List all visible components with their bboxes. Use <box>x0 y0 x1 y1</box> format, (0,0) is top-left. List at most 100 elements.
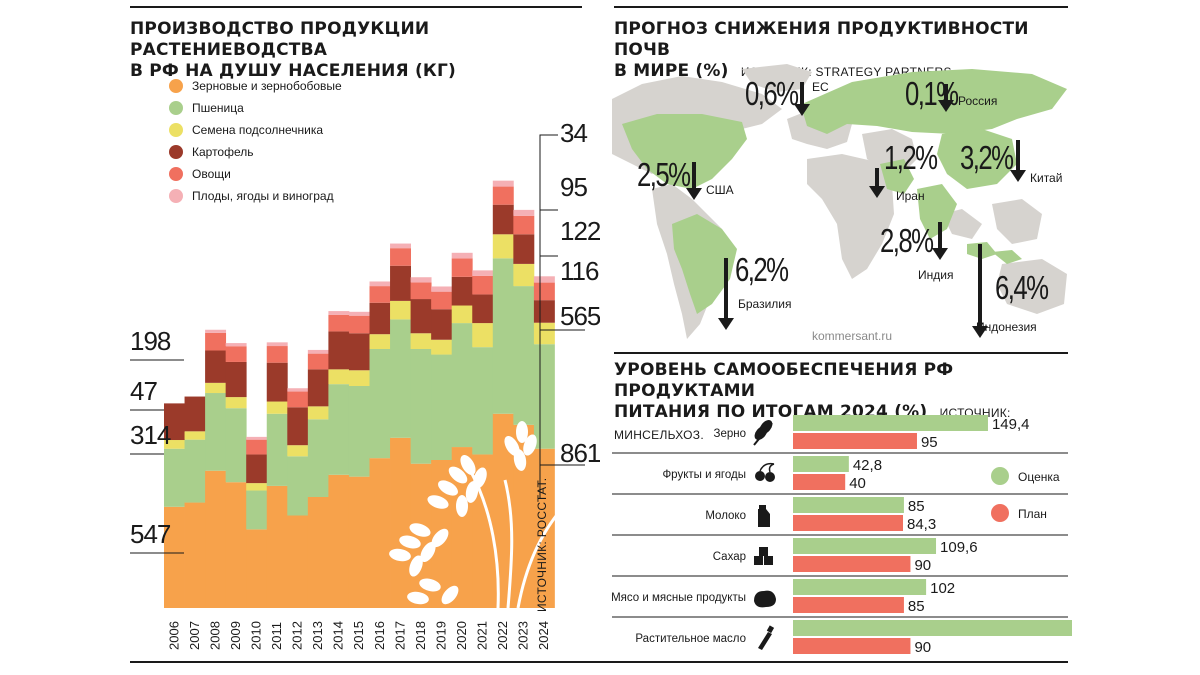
map-value-7: 6,4% <box>995 269 1049 306</box>
land-highlight <box>622 69 1067 314</box>
bar-segment-2013-3 <box>307 369 329 407</box>
bar-segment-2023-2 <box>513 263 535 287</box>
bar-segment-2014-3 <box>328 331 350 370</box>
label-2024-2: 122 <box>560 216 600 246</box>
bar-segment-2019-2 <box>431 339 453 355</box>
year-label-2009: 2009 <box>228 621 243 650</box>
bar-segment-2009-1 <box>225 408 247 483</box>
year-label-2013: 2013 <box>310 621 325 650</box>
legend-label-4: Овощи <box>192 167 231 181</box>
bar-segment-2017-5 <box>390 243 411 249</box>
year-label-2010: 2010 <box>248 621 263 650</box>
bar-segment-2019-4 <box>431 291 453 310</box>
bar-segment-2021-4 <box>472 275 494 295</box>
bar-segment-2023-3 <box>513 234 535 264</box>
year-label-2022: 2022 <box>495 621 510 650</box>
bar-segment-2009-0 <box>225 482 247 608</box>
cherries-icon <box>755 462 775 482</box>
year-label-2015: 2015 <box>351 621 366 650</box>
world-map <box>612 64 1067 339</box>
bar-segment-2015-4 <box>348 315 370 334</box>
bar-segment-2016-5 <box>369 281 391 287</box>
down-arrow-icon <box>869 168 885 198</box>
legend-label-2: Семена подсолнечника <box>192 123 323 137</box>
left-title-line2: В РФ НА ДУШУ НАСЕЛЕНИЯ (КГ) <box>130 61 457 81</box>
legend-label-3: Картофель <box>192 145 254 159</box>
category-label-3: Сахар <box>713 551 746 563</box>
bar-Оценка-3 <box>793 538 937 554</box>
wheat-illustration <box>389 421 572 609</box>
bar-value-1-1: 40 <box>849 475 866 492</box>
bars <box>164 180 555 608</box>
map-value-0: 0,6% <box>745 75 799 112</box>
legend-swatch-4 <box>169 167 183 181</box>
bar-segment-2018-1 <box>410 349 432 464</box>
bar-segment-2006-3 <box>164 403 185 441</box>
map-title-line2: В МИРЕ (%) <box>614 61 729 81</box>
down-arrow-icon <box>686 162 702 200</box>
bar-segment-2018-4 <box>410 282 432 300</box>
bar-segment-2012-0 <box>287 515 309 608</box>
bar-Оценка-0 <box>793 415 988 431</box>
bar-segment-2024-3 <box>533 300 555 323</box>
legend-swatch-1 <box>169 101 183 115</box>
year-label-2014: 2014 <box>331 621 346 650</box>
self-sufficiency-chart: Зерно 149,4 95 Фрукты и ягоды 42,840 Молоко 85… <box>612 415 1072 656</box>
bar-segment-2021-2 <box>472 323 494 348</box>
bar-segment-2010-5 <box>246 436 268 440</box>
label-2024-rule-0 <box>539 134 558 498</box>
bar-segment-2015-0 <box>348 476 370 608</box>
label-2006-0: 198 <box>130 326 171 356</box>
bar-segment-2018-3 <box>410 299 432 334</box>
bar-segment-2008-4 <box>205 332 227 351</box>
bar-segment-2019-1 <box>431 354 453 460</box>
bar-segment-2013-1 <box>307 419 329 497</box>
bar-segment-2017-4 <box>390 248 411 266</box>
legend-swatch-2 <box>169 123 183 137</box>
label-2024-5: 861 <box>560 438 600 468</box>
map-value-4: 3,2% <box>960 139 1014 176</box>
bar-segment-2011-4 <box>266 346 288 363</box>
legend-label-0: Зерновые и зернобобовые <box>192 79 342 93</box>
down-arrow-icon <box>1010 140 1026 182</box>
year-label-2017: 2017 <box>392 621 407 650</box>
bar-segment-2015-2 <box>348 370 370 386</box>
bar-План-5 <box>793 638 911 654</box>
year-label-2006: 2006 <box>166 621 181 650</box>
bar-Оценка-5 <box>793 620 1072 636</box>
bar-segment-2015-3 <box>348 333 370 371</box>
left-top-rule <box>130 6 582 8</box>
year-label-2019: 2019 <box>433 621 448 650</box>
bar-План-0 <box>793 433 917 449</box>
arrow-head <box>1010 170 1026 182</box>
year-label-2021: 2021 <box>475 621 490 650</box>
bar-segment-2017-3 <box>390 265 411 301</box>
bar-segment-2012-4 <box>287 391 309 408</box>
bar-value-0-1: 42,8 <box>853 457 882 474</box>
bar-segment-2024-1 <box>533 344 555 449</box>
bar-segment-2010-1 <box>246 490 268 530</box>
bar-segment-2009-5 <box>225 343 247 347</box>
category-label-4: Мясо и мясные продукты <box>612 592 746 604</box>
year-label-2008: 2008 <box>207 621 222 650</box>
bar-segment-2010-3 <box>246 454 268 484</box>
arrow-head <box>686 188 702 200</box>
bar-value-0-4: 102 <box>930 580 955 597</box>
arrow-head <box>794 104 810 116</box>
left-source: ИСТОЧНИК: РОССТАТ. <box>535 477 549 612</box>
label-2024-4: 565 <box>560 301 600 331</box>
self-legend-label-1: План <box>1018 507 1047 521</box>
down-arrow-icon <box>932 222 948 260</box>
bar-segment-2007-1 <box>184 439 206 503</box>
bar-segment-2014-0 <box>328 474 350 608</box>
bar-segment-2023-5 <box>513 209 535 216</box>
arrow-head <box>932 248 948 260</box>
year-label-2007: 2007 <box>187 621 202 650</box>
bar-segment-2016-2 <box>369 334 391 349</box>
bar-Оценка-2 <box>793 497 904 513</box>
bar-segment-2024-4 <box>533 282 555 301</box>
bar-segment-2021-1 <box>472 347 494 455</box>
bar-segment-2006-1 <box>164 448 185 507</box>
map-value-6: 6,2% <box>735 251 789 288</box>
label-2006-3: 547 <box>130 519 171 549</box>
